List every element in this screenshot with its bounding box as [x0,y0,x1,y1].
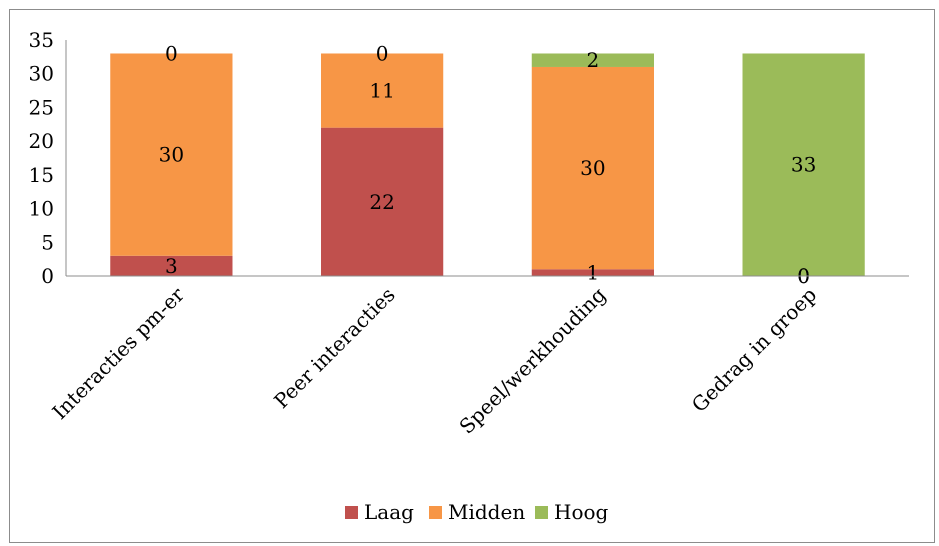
legend-label-hoog: Hoog [554,500,609,524]
bar-segment-midden [531,66,654,270]
bar-segment-hoog [742,53,865,276]
data-label-hoog: 0 [376,41,389,65]
bar-segment-laag [321,127,444,277]
category-label: Peer interacties [269,283,399,413]
legend-swatch-midden [429,506,442,519]
y-tick-label: 15 [29,163,54,187]
category-label: Speel/werkhouding [454,282,610,438]
y-tick-label: 20 [29,129,54,153]
data-label-laag: 3 [165,254,178,278]
category-label: Interacties pm-er [47,282,189,424]
legend-swatch-hoog [535,506,548,519]
y-tick-label: 30 [29,62,54,86]
bar-segment-midden [110,53,233,256]
legend-label-laag: Laag [364,500,414,524]
y-tick-label: 25 [29,95,54,119]
data-label-hoog: 0 [165,41,178,65]
y-tick-label: 5 [41,230,54,254]
bar-segment-laag [110,255,233,276]
data-label-laag: 22 [369,190,394,214]
data-label-midden: 11 [369,79,394,103]
bars [110,53,865,277]
data-label-midden: 30 [580,156,605,180]
category-label: Gedrag in groep [687,283,821,417]
data-label-laag: 1 [587,261,600,285]
data-label-hoog: 33 [791,153,816,177]
legend: Laag Midden Hoog [345,500,609,524]
bar-segment-midden [321,53,444,128]
y-tick-label: 10 [29,197,54,221]
y-tick-label: 0 [41,264,54,288]
category-labels: Interacties pm-er Peer interacties Speel/w… [47,282,821,438]
bar-segment-hoog [531,53,654,67]
bar-segment-laag [531,269,654,276]
data-label-midden: 30 [159,143,184,167]
y-tick-label: 35 [29,28,54,52]
legend-swatch-laag [345,506,358,519]
legend-label-midden: Midden [448,500,525,524]
y-axis-ticks: 0 5 10 15 20 25 30 35 [29,28,54,288]
data-label-hoog: 2 [587,48,600,72]
